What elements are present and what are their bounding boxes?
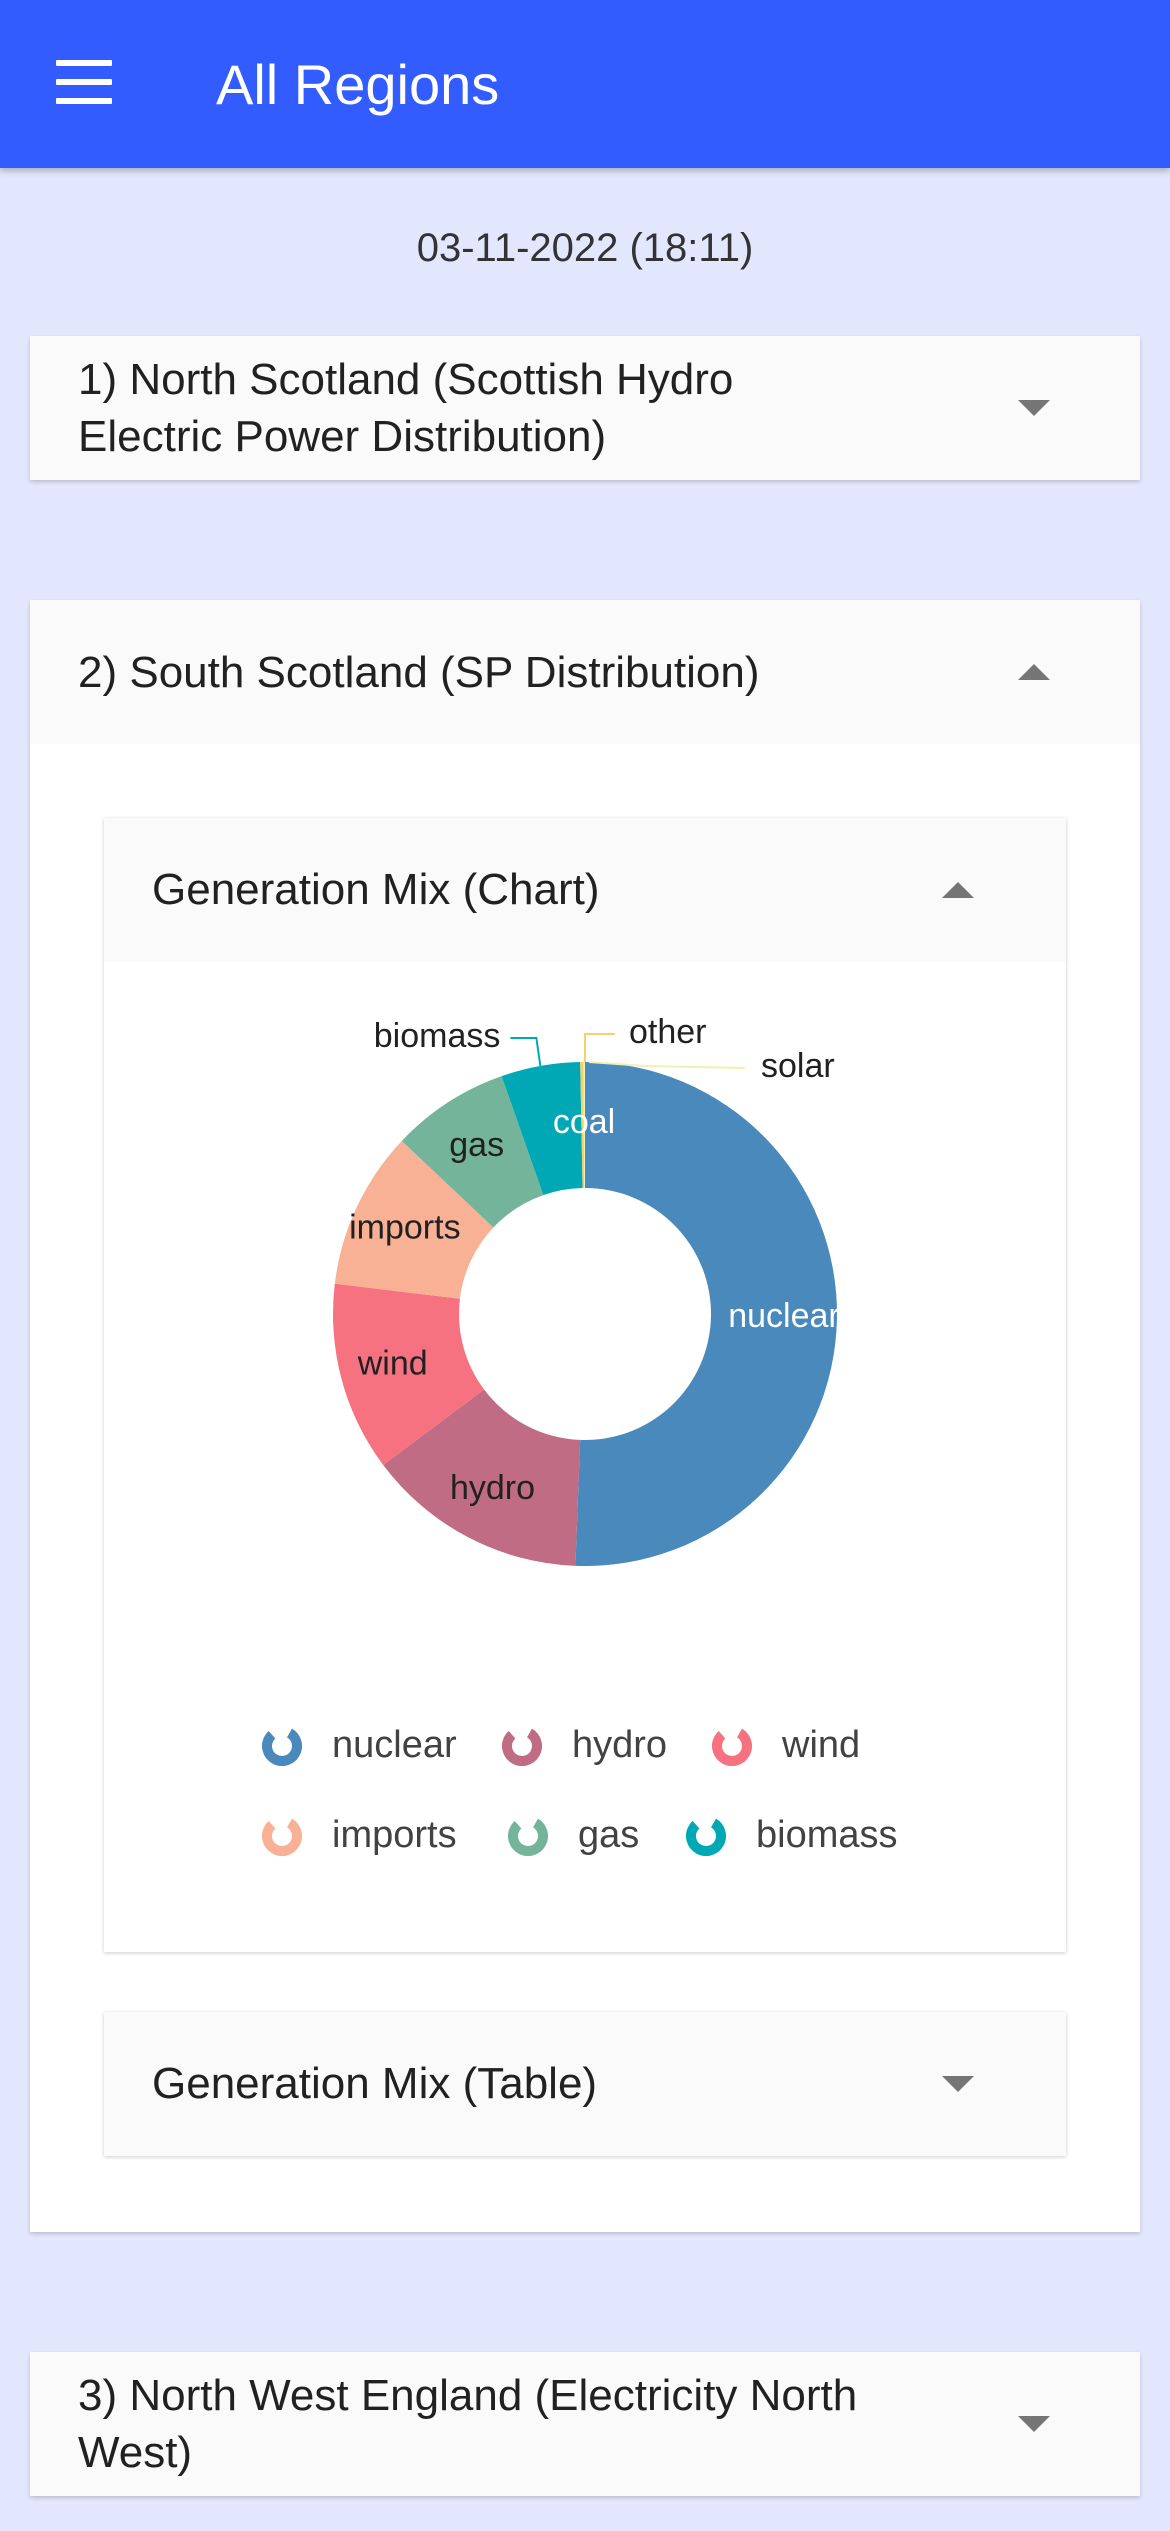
region-label: 2) South Scotland (SP Distribution)	[78, 647, 760, 697]
legend-donut-icon	[502, 1725, 542, 1766]
generation-mix-table-header[interactable]: Generation Mix (Table)	[104, 2012, 1066, 2156]
leader-solar	[588, 1061, 746, 1069]
region-header[interactable]: 3) North West England (Electricity North…	[30, 2352, 1140, 2496]
chart-area: nuclear hydro wind imports gas biomass coal oth…	[104, 962, 1066, 1952]
region-panel-north-west-england[interactable]: 3) North West England (Electricity North…	[30, 2352, 1140, 2496]
slice-hydro[interactable]	[383, 1389, 581, 1566]
leader-biomass	[510, 1036, 542, 1067]
legend-donut-icon	[262, 1815, 302, 1856]
legend-item-biomass[interactable]: biomass	[686, 1814, 898, 1857]
timestamp: 03-11-2022 (18:11)	[416, 226, 754, 270]
region-header[interactable]: 1) North Scotland (Scottish Hydro Electr…	[30, 336, 1140, 480]
region-label: 3) North West England (Electricity North…	[78, 2371, 858, 2477]
slice-imports[interactable]	[334, 1140, 494, 1299]
slice-gas[interactable]	[401, 1076, 544, 1228]
legend-donut-icon	[508, 1815, 548, 1856]
chevron-up-icon[interactable]	[1018, 664, 1050, 680]
section-label: Generation Mix (Table)	[152, 2059, 598, 2108]
data-label-other: other	[629, 1013, 707, 1051]
slice-solar[interactable]	[583, 1062, 585, 1189]
chevron-down-icon[interactable]	[1018, 400, 1050, 416]
app-bar: All Regions	[0, 0, 1170, 168]
hamburger-menu-icon[interactable]	[56, 60, 112, 104]
data-label-solar: solar	[761, 1047, 835, 1085]
data-label-wind: wind	[357, 1344, 428, 1382]
legend-donut-icon	[712, 1725, 752, 1766]
chevron-up-icon[interactable]	[942, 882, 974, 898]
slice-nuclear[interactable]	[575, 1062, 837, 1566]
legend-item-imports[interactable]: imports	[262, 1814, 457, 1857]
legend-item-wind[interactable]: wind	[712, 1724, 860, 1767]
region-label: 1) North Scotland (Scottish Hydro Electr…	[78, 355, 734, 461]
slice-biomass[interactable]	[501, 1062, 583, 1196]
section-label: Generation Mix (Chart)	[152, 865, 600, 914]
slice-wind[interactable]	[333, 1283, 485, 1465]
legend-item-nuclear[interactable]: nuclear	[262, 1724, 457, 1767]
data-label-nuclear: nuclear	[728, 1297, 840, 1335]
data-label-imports: imports	[349, 1208, 460, 1246]
generation-mix-chart-header[interactable]: Generation Mix (Chart)	[104, 818, 1066, 962]
donut-chart: nuclear hydro wind imports gas biomass coal oth…	[333, 1013, 840, 1566]
generation-mix-chart-panel: Generation Mix (Chart) nuclear hydro wind i…	[104, 818, 1066, 1952]
page-title: All Regions	[216, 53, 500, 116]
region-panel-north-scotland[interactable]: 1) North Scotland (Scottish Hydro Electr…	[30, 336, 1140, 480]
leader-other	[584, 1033, 615, 1062]
legend-item-hydro[interactable]: hydro	[502, 1724, 667, 1767]
legend-donut-icon	[262, 1725, 302, 1766]
chevron-down-icon[interactable]	[1018, 2416, 1050, 2432]
region-panel-south-scotland: 2) South Scotland (SP Distribution) Gene…	[30, 600, 1140, 2232]
legend-donut-icon	[686, 1815, 726, 1856]
legend-item-gas[interactable]: gas	[508, 1814, 639, 1857]
data-label-gas: gas	[449, 1126, 504, 1164]
data-label-hydro: hydro	[450, 1469, 535, 1507]
slice-other[interactable]	[580, 1062, 585, 1189]
region-header[interactable]: 2) South Scotland (SP Distribution)	[30, 600, 1140, 744]
data-label-biomass: biomass	[374, 1017, 501, 1055]
chevron-down-icon[interactable]	[942, 2076, 974, 2092]
generation-mix-table-panel: Generation Mix (Table)	[104, 2012, 1066, 2156]
data-label-coal: coal	[553, 1103, 615, 1141]
